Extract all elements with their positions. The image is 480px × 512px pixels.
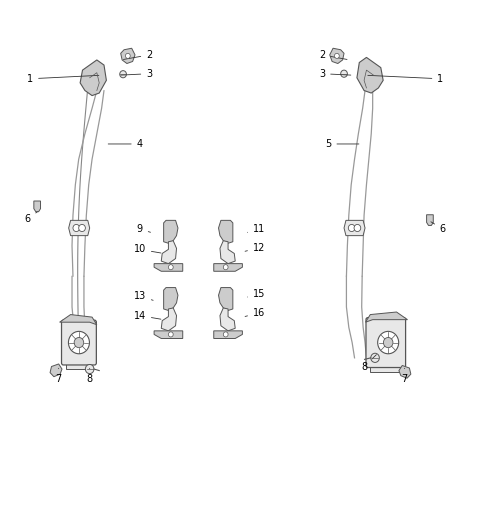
Text: 7: 7 (56, 368, 62, 384)
Circle shape (378, 331, 399, 354)
Polygon shape (161, 308, 177, 331)
Circle shape (168, 265, 173, 270)
Text: 16: 16 (245, 308, 265, 318)
Polygon shape (330, 48, 344, 63)
Circle shape (73, 224, 80, 231)
Text: 3: 3 (121, 69, 152, 79)
Text: 11: 11 (248, 224, 265, 234)
Text: 6: 6 (24, 212, 37, 224)
Polygon shape (399, 366, 411, 378)
Circle shape (223, 265, 228, 270)
Circle shape (348, 224, 355, 231)
Circle shape (125, 53, 130, 58)
Text: 2: 2 (319, 50, 347, 60)
Polygon shape (66, 363, 92, 369)
Text: 13: 13 (133, 291, 153, 301)
Text: 3: 3 (319, 69, 351, 79)
Text: 1: 1 (27, 74, 99, 84)
Text: 4: 4 (108, 139, 143, 149)
Polygon shape (154, 264, 183, 271)
Polygon shape (214, 331, 242, 338)
Polygon shape (427, 215, 433, 225)
Circle shape (371, 353, 379, 362)
Circle shape (168, 332, 173, 337)
Circle shape (69, 331, 89, 354)
Polygon shape (69, 220, 90, 236)
Circle shape (120, 71, 126, 78)
Polygon shape (220, 308, 235, 331)
Text: 7: 7 (401, 368, 408, 384)
Polygon shape (161, 241, 177, 264)
Polygon shape (50, 364, 62, 377)
Polygon shape (370, 366, 401, 372)
Polygon shape (220, 241, 235, 264)
Circle shape (384, 337, 393, 348)
Text: 9: 9 (137, 224, 151, 234)
Text: 8: 8 (361, 355, 376, 372)
Circle shape (74, 337, 84, 348)
Text: 15: 15 (248, 289, 265, 298)
Text: 5: 5 (325, 139, 359, 149)
Circle shape (223, 332, 228, 337)
Polygon shape (218, 288, 233, 310)
Polygon shape (357, 57, 383, 93)
Text: 8: 8 (86, 368, 93, 384)
FancyBboxPatch shape (366, 317, 406, 368)
Circle shape (354, 224, 361, 231)
Polygon shape (80, 60, 107, 96)
Polygon shape (164, 220, 178, 243)
Polygon shape (60, 314, 97, 325)
FancyBboxPatch shape (61, 320, 96, 365)
Circle shape (85, 365, 94, 374)
Polygon shape (164, 288, 178, 310)
Text: 1: 1 (368, 74, 444, 84)
Text: 6: 6 (431, 222, 446, 234)
Polygon shape (214, 264, 242, 271)
Text: 14: 14 (133, 311, 161, 321)
Text: 2: 2 (123, 50, 153, 60)
Polygon shape (34, 201, 40, 211)
Text: 10: 10 (133, 244, 161, 254)
Polygon shape (120, 48, 135, 63)
Polygon shape (344, 220, 365, 236)
Circle shape (79, 224, 85, 231)
Polygon shape (218, 220, 233, 243)
Circle shape (335, 53, 339, 58)
Polygon shape (154, 331, 183, 338)
Text: 12: 12 (245, 243, 265, 253)
Polygon shape (365, 312, 408, 322)
Circle shape (341, 70, 348, 77)
